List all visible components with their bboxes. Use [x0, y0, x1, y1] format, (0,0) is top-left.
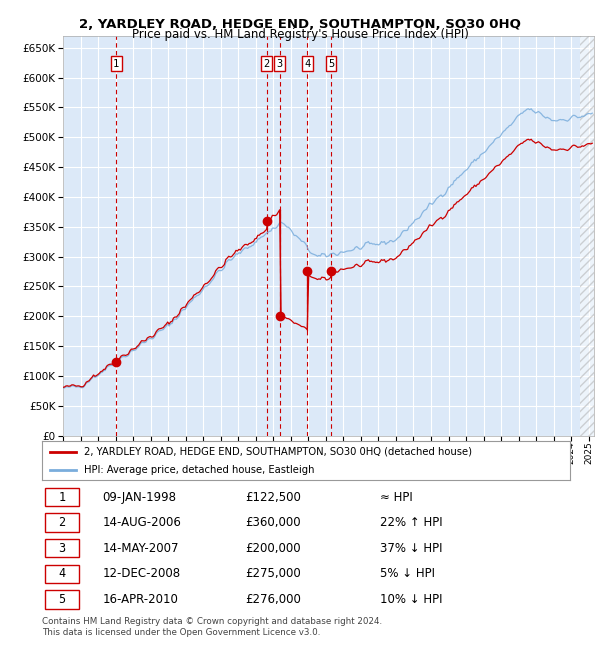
Text: £276,000: £276,000 — [245, 593, 301, 606]
Text: Contains HM Land Registry data © Crown copyright and database right 2024.: Contains HM Land Registry data © Crown c… — [42, 618, 382, 627]
Text: 2, YARDLEY ROAD, HEDGE END, SOUTHAMPTON, SO30 0HQ: 2, YARDLEY ROAD, HEDGE END, SOUTHAMPTON,… — [79, 18, 521, 31]
Text: 1: 1 — [58, 491, 65, 504]
Text: £275,000: £275,000 — [245, 567, 301, 580]
Text: 4: 4 — [58, 567, 65, 580]
Text: 22% ↑ HPI: 22% ↑ HPI — [380, 516, 443, 529]
Text: 12-DEC-2008: 12-DEC-2008 — [103, 567, 181, 580]
Text: 2: 2 — [58, 516, 65, 529]
Text: ≈ HPI: ≈ HPI — [380, 491, 413, 504]
Text: 3: 3 — [277, 58, 283, 69]
Text: 5: 5 — [58, 593, 65, 606]
Text: 14-MAY-2007: 14-MAY-2007 — [103, 542, 179, 554]
FancyBboxPatch shape — [44, 514, 79, 532]
Text: £200,000: £200,000 — [245, 542, 301, 554]
Text: 14-AUG-2006: 14-AUG-2006 — [103, 516, 182, 529]
Text: 3: 3 — [58, 542, 65, 554]
Text: 09-JAN-1998: 09-JAN-1998 — [103, 491, 177, 504]
Text: This data is licensed under the Open Government Licence v3.0.: This data is licensed under the Open Gov… — [42, 628, 320, 637]
Text: 37% ↓ HPI: 37% ↓ HPI — [380, 542, 442, 554]
Text: £122,500: £122,500 — [245, 491, 301, 504]
Text: 4: 4 — [304, 58, 311, 69]
Text: 2: 2 — [263, 58, 270, 69]
Text: 5: 5 — [328, 58, 334, 69]
Bar — [580, 36, 594, 436]
FancyBboxPatch shape — [44, 590, 79, 608]
FancyBboxPatch shape — [44, 488, 79, 506]
Text: Price paid vs. HM Land Registry's House Price Index (HPI): Price paid vs. HM Land Registry's House … — [131, 28, 469, 41]
Text: 10% ↓ HPI: 10% ↓ HPI — [380, 593, 442, 606]
FancyBboxPatch shape — [44, 565, 79, 583]
Text: £360,000: £360,000 — [245, 516, 301, 529]
Text: 5% ↓ HPI: 5% ↓ HPI — [380, 567, 435, 580]
FancyBboxPatch shape — [44, 539, 79, 558]
Text: 2, YARDLEY ROAD, HEDGE END, SOUTHAMPTON, SO30 0HQ (detached house): 2, YARDLEY ROAD, HEDGE END, SOUTHAMPTON,… — [84, 447, 472, 456]
Text: 1: 1 — [113, 58, 119, 69]
Text: HPI: Average price, detached house, Eastleigh: HPI: Average price, detached house, East… — [84, 465, 315, 475]
Text: 16-APR-2010: 16-APR-2010 — [103, 593, 179, 606]
